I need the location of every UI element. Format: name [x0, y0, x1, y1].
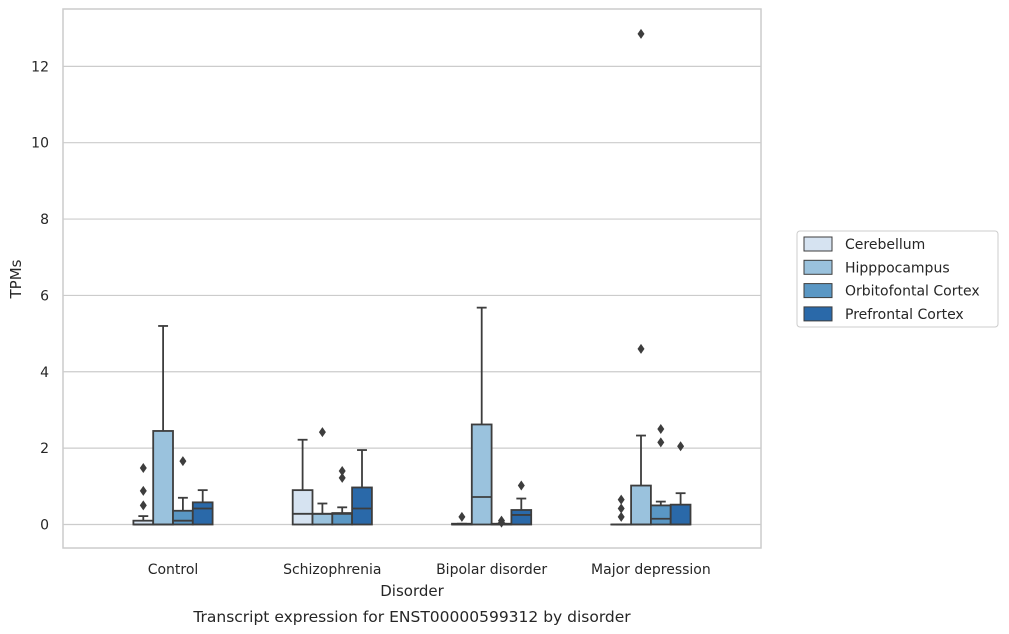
- y-tick-label: 12: [31, 59, 49, 75]
- box-prefrontal-cortex: [669, 441, 692, 526]
- box-body: [351, 486, 373, 526]
- y-tick-label: 8: [40, 212, 49, 228]
- box-orbitofontal-cortex: [172, 456, 194, 526]
- y-tick-label: 6: [40, 288, 49, 304]
- y-tick-label: 10: [31, 136, 49, 152]
- legend-label: Orbitofontal Cortex: [845, 284, 980, 300]
- box-cerebellum: [132, 462, 155, 526]
- box-cerebellum: [451, 511, 473, 526]
- legend: Cerebellum Hipppocampus Orbitofontal Corte…: [796, 230, 999, 328]
- outlier-marker: [338, 466, 346, 477]
- box-body: [669, 503, 692, 526]
- box-hipppocampus: [630, 28, 652, 526]
- outlier-marker: [637, 343, 645, 354]
- legend-swatch: [803, 236, 833, 252]
- gridlines: [63, 65, 761, 526]
- box-prefrontal-cortex: [510, 480, 533, 526]
- legend-label: Prefrontal Cortex: [845, 307, 964, 323]
- legend-frame: [796, 230, 999, 328]
- plot-frame: [62, 8, 762, 549]
- box-body: [650, 504, 672, 526]
- box-hipppocampus: [152, 325, 174, 526]
- y-tick-label: 4: [40, 365, 49, 381]
- x-tick-labels: Control Schizophrenia Bipolar disorder Majo…: [148, 562, 711, 578]
- outlier-marker: [338, 472, 346, 483]
- y-tick-label: 0: [40, 518, 49, 534]
- box-body: [311, 512, 334, 526]
- box-body: [291, 489, 314, 526]
- outlier-marker: [179, 456, 187, 467]
- x-tick-label: Schizophrenia: [283, 562, 381, 578]
- box-body: [510, 509, 533, 526]
- legend-swatch: [803, 259, 833, 275]
- box-hipppocampus: [311, 427, 334, 526]
- box-prefrontal-cortex: [351, 449, 373, 526]
- box-cerebellum: [610, 494, 632, 526]
- legend-swatch: [803, 306, 833, 322]
- box-body: [172, 509, 194, 526]
- outlier-marker: [517, 480, 525, 491]
- boxes: [132, 28, 692, 528]
- outlier-marker: [617, 494, 625, 505]
- y-tick-label: 2: [40, 441, 49, 457]
- outlier-marker: [139, 485, 147, 496]
- box-orbitofontal-cortex: [331, 466, 353, 526]
- y-tick-labels: 0 2 4 6 8 10 12: [31, 59, 49, 533]
- outlier-marker: [617, 511, 625, 522]
- x-axis-label: Disorder: [380, 582, 444, 600]
- outlier-marker: [498, 515, 505, 526]
- outlier-marker: [318, 427, 326, 438]
- legend-swatch: [803, 283, 833, 299]
- box-body: [331, 512, 353, 526]
- outlier-marker: [139, 500, 147, 511]
- legend-label: Cerebellum: [845, 237, 925, 253]
- box-prefrontal-cortex: [191, 489, 214, 526]
- x-tick-label: Control: [148, 562, 199, 578]
- x-tick-label: Major depression: [591, 562, 711, 578]
- box-body: [630, 484, 652, 526]
- box-orbitofontal-cortex: [490, 515, 513, 528]
- outlier-marker: [617, 503, 625, 514]
- outlier-marker: [657, 424, 665, 435]
- chart-caption: Transcript expression for ENST0000059931…: [192, 608, 631, 626]
- outlier-marker: [637, 28, 645, 39]
- legend-label: Hipppocampus: [845, 260, 950, 276]
- box-body: [191, 501, 214, 526]
- outlier-marker: [139, 462, 147, 473]
- box-hipppocampus: [470, 306, 493, 526]
- box-body: [152, 430, 174, 526]
- box-body: [470, 423, 493, 526]
- outlier-marker: [458, 511, 466, 522]
- box-orbitofontal-cortex: [650, 424, 672, 526]
- y-axis-label: TPMs: [7, 259, 25, 299]
- box-cerebellum: [291, 438, 314, 526]
- outlier-marker: [677, 441, 685, 452]
- outlier-marker: [657, 437, 665, 448]
- x-tick-label: Bipolar disorder: [436, 562, 547, 578]
